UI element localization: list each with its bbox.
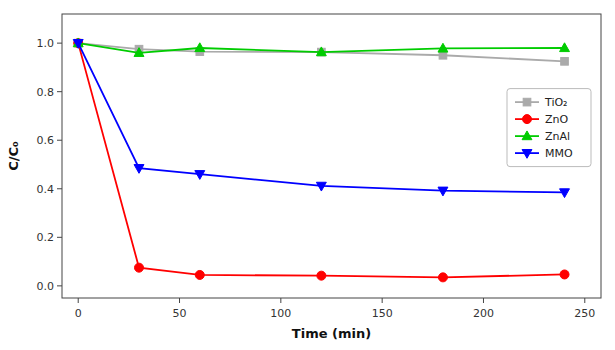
x-tick xyxy=(483,298,484,303)
data-point xyxy=(438,187,448,196)
series xyxy=(74,39,569,282)
series-line xyxy=(78,43,564,61)
data-point xyxy=(135,263,144,272)
x-tick-label: 200 xyxy=(473,307,494,320)
data-point xyxy=(561,58,569,66)
y-tick-label: 0.6 xyxy=(37,134,55,147)
y-tick xyxy=(57,140,62,141)
series xyxy=(73,40,569,198)
y-tick-label: 1.0 xyxy=(37,37,55,50)
x-tick xyxy=(584,298,585,303)
y-tick xyxy=(57,91,62,92)
y-tick-label: 0.2 xyxy=(37,231,55,244)
data-point xyxy=(73,40,83,49)
legend: TiO₂ ZnO ZnAl MMO xyxy=(507,89,591,167)
data-point xyxy=(195,270,204,279)
x-tick-label: 250 xyxy=(574,307,595,320)
x-tick xyxy=(280,298,281,303)
y-tick-label: 0.0 xyxy=(37,280,55,293)
data-point xyxy=(316,47,326,56)
legend-label: ZnAl xyxy=(545,130,570,143)
chart-container: 0 50 100 150 200 250 0.0 0.2 0.4 0.6 0.8 1.0 Time (m… xyxy=(0,0,615,350)
legend-label: MMO xyxy=(545,147,573,160)
data-point xyxy=(438,273,447,282)
y-tick xyxy=(57,43,62,44)
data-point xyxy=(134,165,144,174)
legend-box xyxy=(507,89,591,167)
x-tick-label: 150 xyxy=(372,307,393,320)
x-tick xyxy=(382,298,383,303)
series xyxy=(74,39,568,65)
legend-marker xyxy=(523,98,531,106)
legend-label: TiO₂ xyxy=(544,96,568,109)
data-point xyxy=(560,189,570,198)
x-tick-label: 0 xyxy=(75,307,82,320)
data-point xyxy=(316,182,326,191)
plot-data xyxy=(73,38,569,282)
data-point xyxy=(560,43,570,52)
data-point xyxy=(195,171,205,180)
y-axis-label: C/C₀ xyxy=(6,141,21,171)
y-tick-label: 0.8 xyxy=(37,86,55,99)
axes: 0 50 100 150 200 250 0.0 0.2 0.4 0.6 0.8 1.0 xyxy=(37,14,602,320)
x-tick xyxy=(78,298,79,303)
data-point xyxy=(439,51,447,59)
legend-marker xyxy=(523,115,532,124)
legend-marker xyxy=(522,150,532,159)
y-tick xyxy=(57,285,62,286)
x-tick xyxy=(179,298,180,303)
x-tick-label: 50 xyxy=(173,307,187,320)
x-tick-label: 100 xyxy=(270,307,291,320)
data-point xyxy=(560,270,569,279)
plot-frame xyxy=(62,14,601,298)
y-tick xyxy=(57,237,62,238)
data-point xyxy=(438,43,448,52)
plot-background xyxy=(62,14,601,298)
x-axis-label: Time (min) xyxy=(292,326,371,341)
series-line xyxy=(78,43,564,192)
data-point xyxy=(134,48,144,57)
legend-marker xyxy=(522,131,532,140)
data-point xyxy=(74,39,83,48)
legend-label: ZnO xyxy=(545,113,569,126)
y-tick-label: 0.4 xyxy=(37,183,55,196)
y-tick xyxy=(57,188,62,189)
series-line xyxy=(78,43,564,277)
chart: 0 50 100 150 200 250 0.0 0.2 0.4 0.6 0.8 1.0 Time (m… xyxy=(0,0,615,350)
data-point xyxy=(195,43,205,52)
series xyxy=(73,38,569,56)
data-point xyxy=(317,271,326,280)
